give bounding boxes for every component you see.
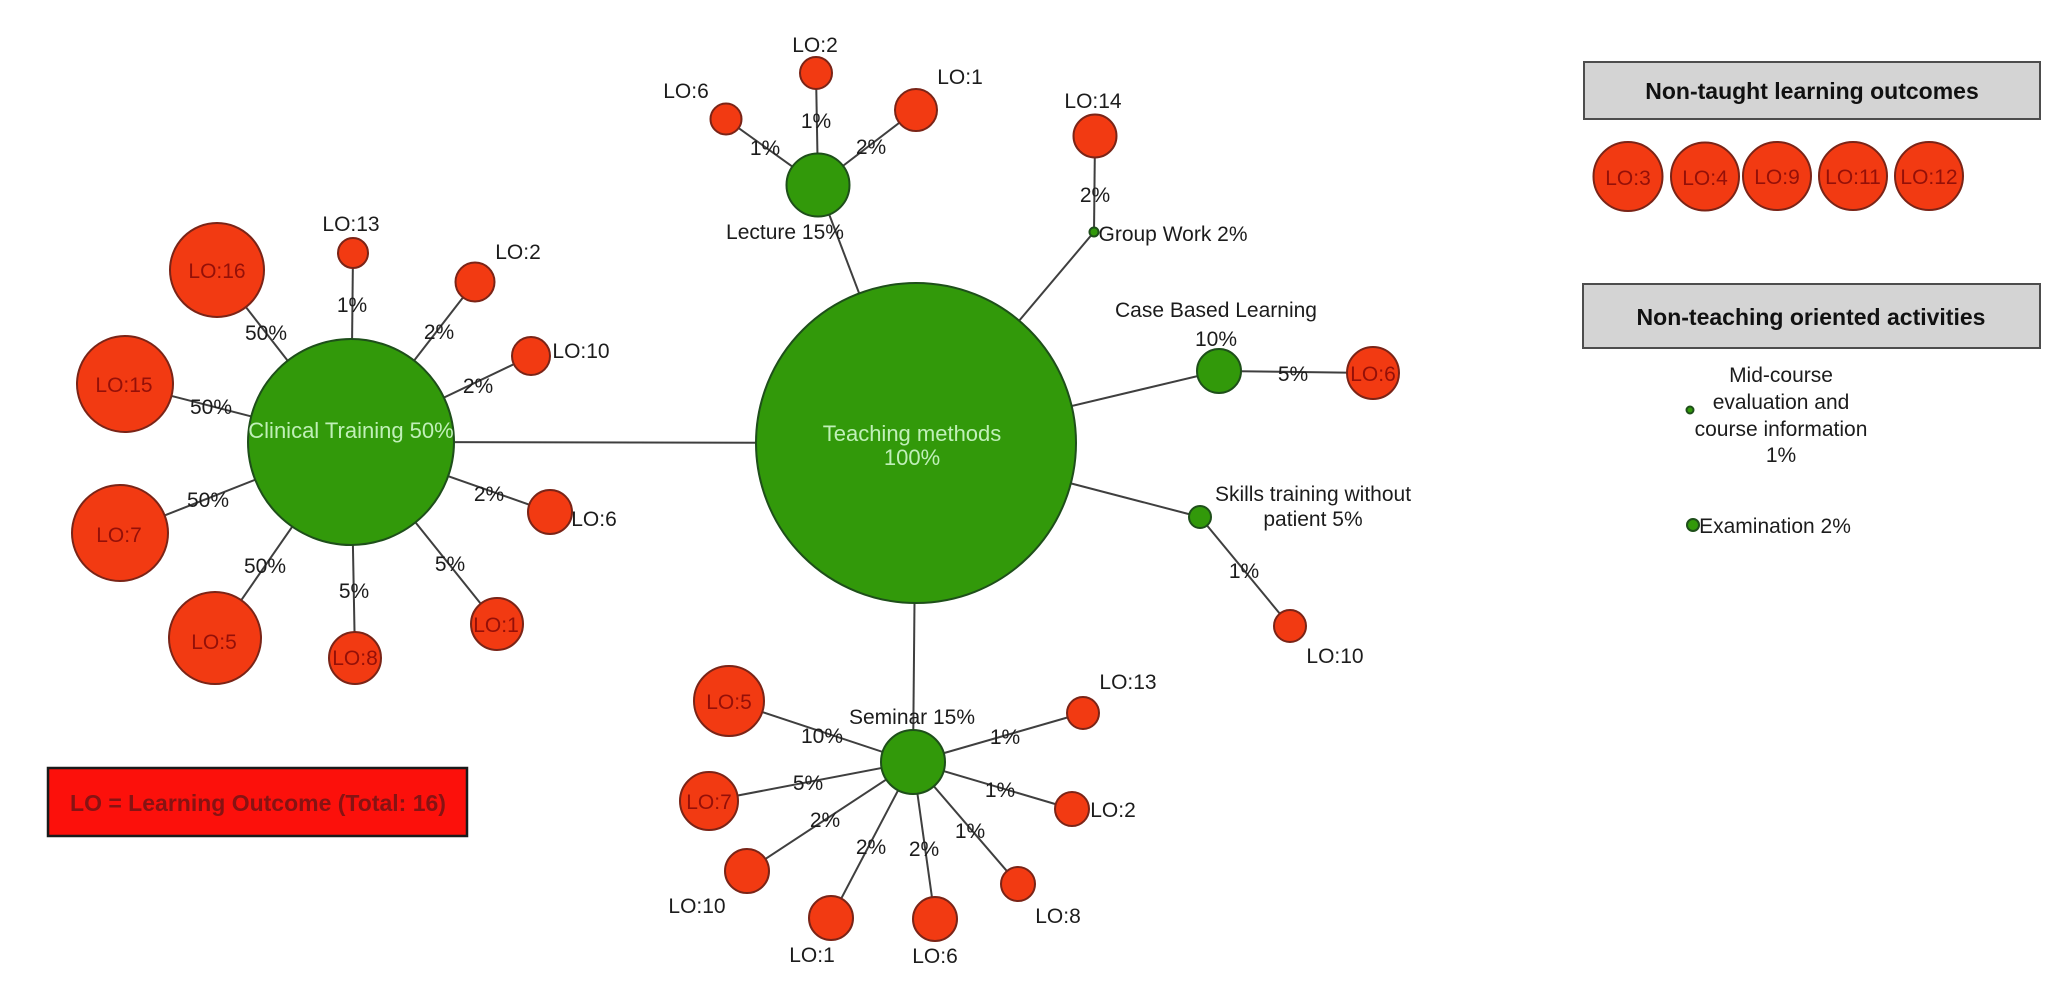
svg-text:2%: 2%	[474, 483, 504, 506]
svg-text:LO:6: LO:6	[912, 945, 958, 968]
svg-text:1%: 1%	[985, 779, 1015, 802]
svg-text:Lecture 15%: Lecture 15%	[726, 221, 844, 244]
svg-text:LO:10: LO:10	[1306, 645, 1363, 668]
svg-text:LO:2: LO:2	[495, 241, 541, 264]
svg-text:1%: 1%	[990, 726, 1020, 749]
svg-text:Examination 2%: Examination 2%	[1699, 515, 1851, 538]
svg-text:10%: 10%	[801, 725, 843, 748]
svg-text:2%: 2%	[909, 838, 939, 861]
svg-text:LO:12: LO:12	[1900, 166, 1957, 189]
svg-text:2%: 2%	[810, 809, 840, 832]
svg-text:50%: 50%	[187, 489, 229, 512]
svg-text:1%: 1%	[1229, 560, 1259, 583]
svg-text:1%: 1%	[337, 294, 367, 317]
svg-text:LO:11: LO:11	[1825, 166, 1881, 189]
svg-text:LO:13: LO:13	[322, 213, 379, 236]
svg-text:LO:16: LO:16	[188, 260, 245, 283]
svg-text:Mid-course: Mid-course	[1729, 364, 1833, 387]
svg-text:LO:2: LO:2	[1090, 799, 1136, 822]
svg-text:50%: 50%	[244, 555, 286, 578]
svg-text:5%: 5%	[339, 580, 369, 603]
svg-text:LO:10: LO:10	[668, 895, 725, 918]
svg-text:2%: 2%	[424, 321, 454, 344]
svg-text:LO:14: LO:14	[1064, 90, 1122, 113]
svg-text:LO:1: LO:1	[789, 944, 835, 967]
svg-text:course information: course information	[1695, 418, 1868, 441]
svg-text:LO:8: LO:8	[332, 647, 378, 670]
svg-text:1%: 1%	[955, 820, 985, 843]
svg-text:LO:9: LO:9	[1754, 166, 1800, 189]
svg-text:LO:1: LO:1	[473, 614, 519, 637]
svg-text:LO:5: LO:5	[706, 691, 752, 714]
svg-text:Group Work 2%: Group Work 2%	[1099, 223, 1248, 246]
svg-text:LO:6: LO:6	[571, 508, 617, 531]
svg-text:LO:6: LO:6	[1350, 363, 1396, 386]
svg-text:5%: 5%	[793, 772, 823, 795]
svg-text:50%: 50%	[245, 322, 287, 345]
svg-text:5%: 5%	[435, 553, 465, 576]
svg-text:LO:7: LO:7	[686, 791, 732, 814]
svg-text:2%: 2%	[856, 136, 886, 159]
svg-text:1%: 1%	[801, 110, 831, 133]
svg-text:Non-teaching oriented activiti: Non-teaching oriented activities	[1637, 304, 1986, 330]
svg-text:Clinical Training 50%: Clinical Training 50%	[248, 418, 453, 443]
svg-text:evaluation and: evaluation and	[1713, 391, 1850, 414]
svg-text:LO:3: LO:3	[1605, 167, 1651, 190]
svg-text:LO:5: LO:5	[191, 631, 237, 654]
svg-text:LO:4: LO:4	[1682, 167, 1728, 190]
svg-text:LO:2: LO:2	[792, 34, 838, 57]
svg-text:LO:8: LO:8	[1035, 905, 1081, 928]
svg-text:LO:6: LO:6	[663, 80, 709, 103]
svg-text:LO:7: LO:7	[96, 524, 142, 547]
svg-text:LO:1: LO:1	[937, 66, 983, 89]
svg-text:5%: 5%	[1278, 363, 1308, 386]
svg-text:Skills training without: Skills training without	[1215, 483, 1411, 506]
svg-text:10%: 10%	[1195, 328, 1237, 351]
svg-text:2%: 2%	[856, 836, 886, 859]
svg-text:2%: 2%	[463, 375, 493, 398]
svg-text:1%: 1%	[1766, 444, 1796, 467]
svg-text:100%: 100%	[884, 445, 940, 470]
svg-text:LO:13: LO:13	[1099, 671, 1156, 694]
svg-text:LO:15: LO:15	[95, 374, 152, 397]
svg-text:LO = Learning Outcome (Total:: LO = Learning Outcome (Total: 16)	[70, 790, 446, 816]
svg-text:2%: 2%	[1080, 184, 1110, 207]
svg-text:1%: 1%	[750, 137, 780, 160]
svg-text:Case Based Learning: Case Based Learning	[1115, 299, 1317, 322]
svg-text:50%: 50%	[190, 396, 232, 419]
svg-text:LO:10: LO:10	[552, 340, 609, 363]
svg-text:patient 5%: patient 5%	[1263, 508, 1362, 531]
svg-text:Teaching methods: Teaching methods	[823, 421, 1002, 446]
svg-text:Seminar 15%: Seminar 15%	[849, 706, 975, 729]
svg-text:Non-taught learning outcomes: Non-taught learning outcomes	[1645, 78, 1979, 104]
